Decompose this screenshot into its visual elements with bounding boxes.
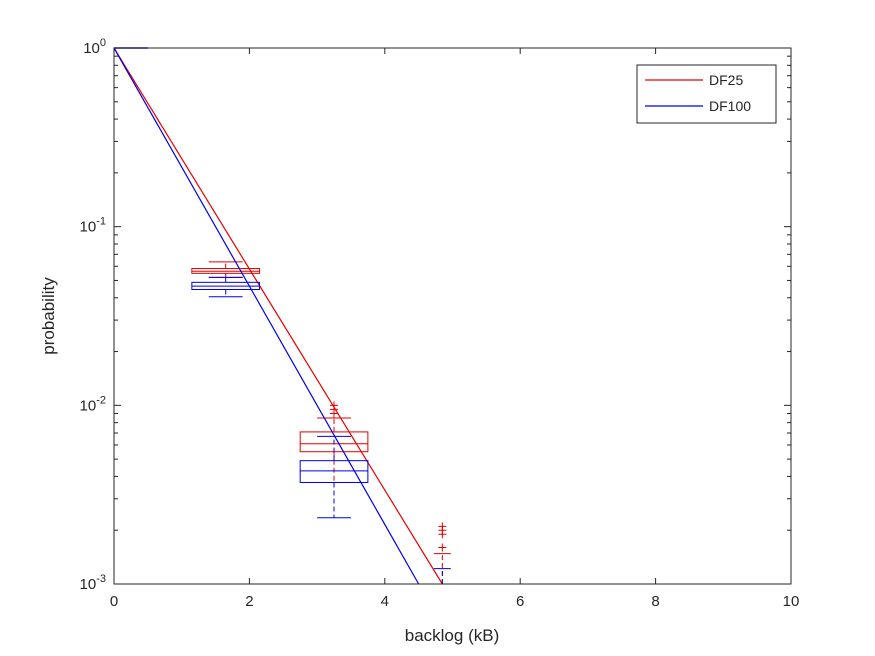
legend-label-df25: DF25 [709,72,743,88]
axes-layer: 0 2 4 6 8 10 100 10-1 10-2 10-3 [80,37,800,610]
axes-frame [113,47,792,585]
x-tick-label: 10 [783,593,800,610]
x-tick-label: 8 [651,593,659,610]
x-axis-title: backlog (kB) [405,626,499,645]
legend-box [636,64,777,124]
plot-area [114,48,791,584]
y-tick-label: 100 [83,37,106,57]
x-tick-label: 0 [110,593,118,610]
df25-series-line [113,47,443,585]
y-tick-label: 10-3 [80,573,106,593]
df100-boxplot-3 [433,568,451,584]
plot-background [114,48,791,584]
df25-outlier-marker [438,522,447,531]
y-axis-title: probability [39,277,58,355]
y-tick-label: 10-2 [80,394,106,414]
df25-outlier-marker [438,543,447,552]
df100-boxplot-1 [191,276,261,298]
x-tick-label: 6 [516,593,524,610]
df100-boxplot-2 [299,435,369,519]
df25-boxplot-3 [433,522,451,584]
x-tick-label: 4 [381,593,389,610]
series-layer [113,47,451,585]
df100-series-line [113,47,420,585]
x-tick-label: 2 [245,593,253,610]
legend: DF25 DF100 [636,64,777,124]
y-tick-label: 10-1 [80,216,106,236]
df25-outlier-marker [330,401,339,410]
legend-label-df100: DF100 [709,98,751,114]
